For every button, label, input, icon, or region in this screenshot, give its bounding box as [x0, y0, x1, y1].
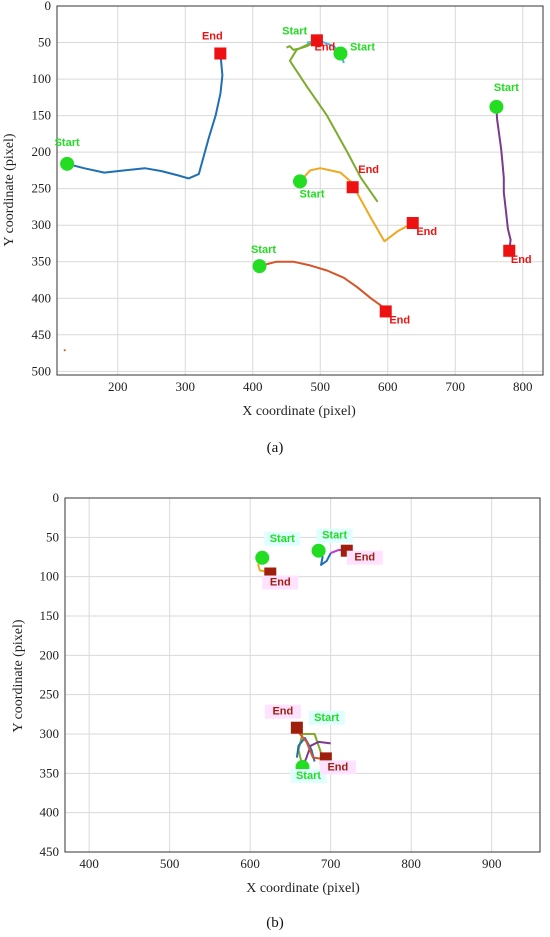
label-highlight	[346, 550, 383, 565]
x-tick-label: 300	[176, 379, 196, 394]
end-label: End	[389, 314, 410, 326]
end-label: End	[416, 226, 437, 238]
x-tick-label: 600	[378, 379, 398, 394]
y-tick-label: 250	[40, 687, 60, 702]
x-axis-label-b: X coordinate (pixel)	[246, 881, 360, 896]
y-tick-label: 100	[40, 569, 60, 584]
start-label: Start	[251, 244, 276, 256]
start-marker	[333, 46, 348, 61]
trajectory-line	[259, 260, 387, 313]
trajectory-line	[66, 53, 224, 180]
label-highlight	[308, 710, 345, 725]
start-label: Start	[322, 530, 347, 542]
start-label: Start	[350, 41, 375, 53]
y-tick-label: 50	[46, 529, 59, 544]
start-marker	[311, 543, 326, 558]
end-marker	[379, 305, 392, 318]
start-label: Start	[296, 770, 321, 782]
x-tick-label: 700	[446, 379, 466, 394]
end-label: End	[358, 164, 379, 176]
y-tick-label: 300	[32, 217, 52, 232]
caption-a: (a)	[267, 440, 284, 456]
start-marker	[252, 259, 267, 274]
start-label: Start	[270, 533, 295, 545]
trajectory-line	[286, 39, 379, 203]
label-highlight	[264, 704, 301, 719]
grid-b	[65, 497, 540, 853]
trajectory-line	[299, 167, 414, 243]
y-tick-label: 300	[40, 726, 60, 741]
y-tick-label: 150	[32, 108, 52, 123]
y-tick-label: 0	[53, 490, 60, 505]
end-label: End	[270, 577, 291, 589]
start-marker	[255, 550, 270, 565]
x-tick-label: 500	[311, 379, 331, 394]
caption-b: (b)	[266, 915, 284, 931]
start-label: Start	[282, 25, 307, 37]
y-axis-label-a: Y coordinate (pixel)	[2, 133, 17, 246]
end-label: End	[314, 41, 335, 53]
y-tick-label: 450	[40, 844, 60, 859]
label-highlight	[316, 528, 353, 543]
end-marker	[346, 181, 359, 194]
y-tick-label: 50	[38, 35, 51, 50]
y-tick-label: 250	[32, 181, 52, 196]
x-tick-label: 900	[482, 856, 502, 871]
label-highlight	[264, 531, 301, 546]
label-highlight	[319, 760, 356, 775]
y-tick-label: 400	[40, 805, 60, 820]
x-tick-label: 400	[79, 856, 99, 871]
chart-panel-a: 200 300 400 500 600 700 800 0 50 100 150 200 250 300 3…	[2, 0, 544, 456]
x-tick-label: 700	[321, 856, 341, 871]
start-marker	[293, 174, 307, 189]
x-tick-label: 500	[160, 856, 180, 871]
y-tick-label: 200	[40, 647, 60, 662]
y-tick-label: 150	[40, 608, 60, 623]
start-label: Start	[494, 82, 519, 94]
start-marker	[489, 99, 504, 114]
y-tick-label: 500	[32, 363, 52, 378]
end-marker	[214, 47, 227, 60]
plot-frame	[64, 497, 541, 853]
end-label: End	[327, 761, 348, 773]
y-tick-label: 200	[32, 144, 52, 159]
start-label: Start	[55, 137, 80, 149]
y-axis-label-b: Y coordinate (pixel)	[11, 619, 26, 732]
x-tick-label: 200	[108, 379, 128, 394]
end-marker	[406, 217, 419, 230]
y-tick-label: 0	[45, 0, 52, 13]
start-label: Start	[314, 712, 339, 724]
x-tick-label: 800	[513, 379, 533, 394]
end-label: End	[272, 706, 293, 718]
y-tick-label: 100	[32, 71, 52, 86]
trajectory-line	[295, 736, 316, 762]
end-marker	[310, 34, 323, 47]
start-marker	[60, 156, 75, 171]
y-tick-label: 450	[32, 327, 52, 342]
x-tick-label: 600	[240, 856, 260, 871]
plot-area-b: 400 500 600 700 800 900 0 50 100 150 200 250 300 350 4…	[40, 490, 541, 871]
trajectory-line	[296, 729, 326, 761]
label-highlight	[262, 575, 299, 590]
label-highlight	[290, 769, 327, 784]
x-tick-label: 400	[243, 379, 263, 394]
start-label: Start	[299, 188, 324, 200]
trajectory-line	[63, 348, 67, 352]
y-tick-label: 350	[32, 254, 52, 269]
chart-panel-b: 400 500 600 700 800 900 0 50 100 150 200 250 300 350 4…	[11, 490, 541, 931]
x-tick-label: 800	[401, 856, 421, 871]
plot-area-a: 200 300 400 500 600 700 800 0 50 100 150 200 250 300 3…	[32, 0, 544, 394]
trajectory-line	[495, 106, 512, 251]
grid-a	[57, 5, 543, 375]
end-label: End	[511, 254, 532, 266]
end-label: End	[202, 30, 223, 42]
end-marker	[503, 244, 516, 257]
x-axis-label-a: X coordinate (pixel)	[242, 404, 356, 419]
y-tick-label: 350	[40, 765, 60, 780]
plot-frame	[56, 5, 544, 376]
y-tick-label: 400	[32, 290, 52, 305]
end-label: End	[354, 552, 375, 564]
end-marker	[290, 721, 303, 734]
